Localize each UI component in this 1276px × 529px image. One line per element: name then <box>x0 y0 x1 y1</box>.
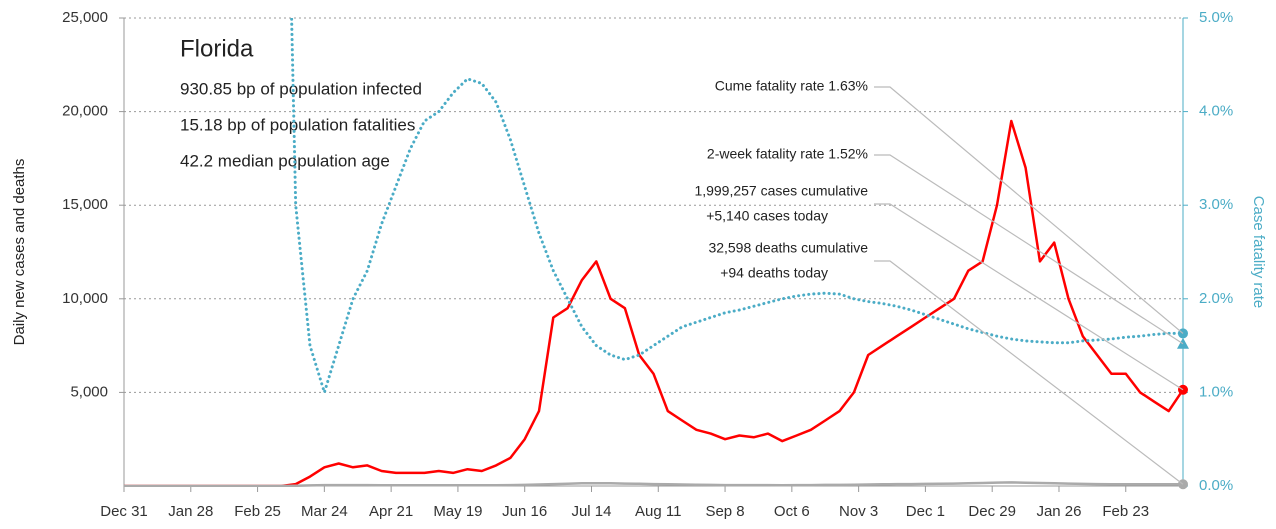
y2-tick-label: 4.0% <box>1199 103 1233 120</box>
annotation: 32,598 deaths cumulative <box>708 240 868 256</box>
y2-tick-label: 0.0% <box>1199 477 1233 494</box>
info-line: 42.2 median population age <box>180 151 390 170</box>
leader-line <box>874 203 1184 391</box>
x-tick-label: Dec 1 <box>906 503 945 520</box>
x-tick-label: Mar 24 <box>301 503 348 520</box>
x-tick-label: Dec 29 <box>968 503 1016 520</box>
annotation: +5,140 cases today <box>706 208 828 224</box>
y-tick-label: 15,000 <box>62 196 108 213</box>
x-tick-label: Jan 28 <box>168 503 213 520</box>
series-line <box>290 18 1184 394</box>
x-tick-label: Jun 16 <box>502 503 547 520</box>
x-tick-label: Jan 26 <box>1036 503 1081 520</box>
x-tick-label: Aug 11 <box>635 503 681 520</box>
y2-tick-label: 3.0% <box>1199 196 1233 213</box>
x-tick-label: May 19 <box>433 503 482 520</box>
chart-title: Florida <box>180 35 254 62</box>
y-tick-label: 5,000 <box>70 383 108 400</box>
leader-line <box>874 260 1184 485</box>
x-tick-label: Dec 31 <box>100 503 148 520</box>
x-tick-label: Feb 23 <box>1102 503 1149 520</box>
info-line: 930.85 bp of population infected <box>180 79 422 98</box>
y2-tick-label: 2.0% <box>1199 290 1233 307</box>
annotation: +94 deaths today <box>720 265 828 281</box>
x-tick-label: Apr 21 <box>369 503 413 520</box>
x-tick-label: Sep 8 <box>705 503 744 520</box>
y-axis-label: Daily new cases and deaths <box>11 159 28 346</box>
y-tick-label: 25,000 <box>62 9 108 26</box>
series-line <box>124 481 1184 487</box>
x-tick-label: Oct 6 <box>774 503 810 520</box>
info-line: 15.18 bp of population fatalities <box>180 115 415 134</box>
y2-tick-label: 5.0% <box>1199 9 1233 26</box>
y2-axis-label: Case fatality rate <box>1250 196 1267 309</box>
x-tick-label: Feb 25 <box>234 503 281 520</box>
x-tick-label: Nov 3 <box>839 503 878 520</box>
y-tick-label: 10,000 <box>62 290 108 307</box>
annotation: 1,999,257 cases cumulative <box>694 183 868 199</box>
leader-line <box>874 154 1184 345</box>
x-tick-label: Jul 14 <box>571 503 611 520</box>
y-tick-label: 20,000 <box>62 103 108 120</box>
plot-area <box>124 18 1184 487</box>
series-line <box>124 119 1184 487</box>
y2-tick-label: 1.0% <box>1199 383 1233 400</box>
annotation: 2-week fatality rate 1.52% <box>707 146 868 162</box>
annotation: Cume fatality rate 1.63% <box>715 78 868 94</box>
leader-line <box>874 86 1184 334</box>
